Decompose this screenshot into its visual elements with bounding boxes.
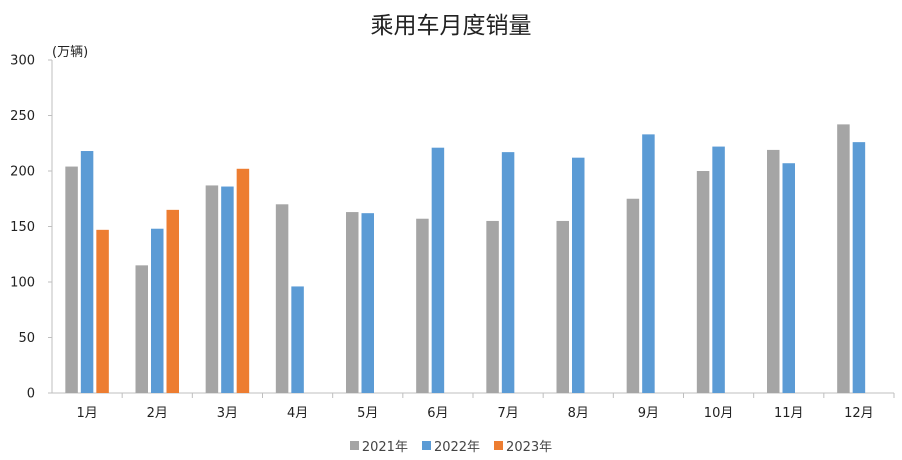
chart-title: 乘用车月度销量 <box>370 13 532 39</box>
legend: 2021年 2022年 2023年 <box>0 436 902 455</box>
x-tick-label: 1月 <box>76 406 97 421</box>
y-tick-label: 150 <box>10 220 35 235</box>
y-tick-label: 0 <box>27 387 35 402</box>
legend-item: 2023年 <box>494 436 552 455</box>
x-tick-label: 7月 <box>497 406 518 421</box>
x-tick-label: 4月 <box>287 406 308 421</box>
x-tick-label: 11月 <box>774 406 804 421</box>
bar <box>501 152 515 393</box>
legend-item: 2022年 <box>421 436 481 455</box>
legend-swatch <box>494 441 504 450</box>
x-tick-label: 5月 <box>357 406 378 421</box>
y-tick-label: 50 <box>18 331 35 346</box>
x-tick-label: 9月 <box>638 406 659 421</box>
bar <box>556 220 569 393</box>
bar <box>572 157 585 393</box>
bar <box>626 198 640 393</box>
legend-label: 2022年 <box>433 440 481 455</box>
bar <box>291 286 304 393</box>
x-tick-label: 8月 <box>568 406 589 421</box>
bar <box>346 212 359 393</box>
bar <box>416 218 429 393</box>
bar <box>642 134 655 393</box>
bar <box>361 213 374 393</box>
legend-label: 2021年 <box>361 440 408 455</box>
bar <box>837 124 850 393</box>
legend-item: 2021年 <box>349 436 408 455</box>
legend-label: 2023年 <box>506 440 553 455</box>
bar <box>486 220 499 393</box>
bar <box>236 168 250 393</box>
bar <box>166 209 179 393</box>
y-tick-label: 250 <box>10 109 35 124</box>
bar <box>712 146 725 393</box>
bar <box>431 147 445 393</box>
bar <box>275 204 289 393</box>
bar <box>96 229 109 393</box>
bar <box>782 163 795 393</box>
bar <box>696 171 710 393</box>
x-tick-label: 12月 <box>844 406 874 421</box>
bar <box>135 265 148 393</box>
bar <box>852 142 866 393</box>
x-tick-label: 10月 <box>704 406 734 421</box>
x-tick-label: 3月 <box>217 406 238 421</box>
y-tick-label: 300 <box>10 54 35 69</box>
x-tick-label: 6月 <box>427 406 448 421</box>
bar <box>767 149 780 393</box>
bar <box>151 228 164 393</box>
bar <box>221 186 234 393</box>
legend-swatch <box>349 441 359 450</box>
y-axis-unit-label: (万辆) <box>52 45 89 60</box>
y-tick-label: 100 <box>10 276 35 291</box>
legend-swatch <box>421 441 431 450</box>
bar <box>205 185 219 393</box>
y-tick-label: 200 <box>10 165 35 180</box>
bar <box>80 151 94 393</box>
x-tick-label: 2月 <box>147 406 168 421</box>
bar <box>65 166 78 393</box>
